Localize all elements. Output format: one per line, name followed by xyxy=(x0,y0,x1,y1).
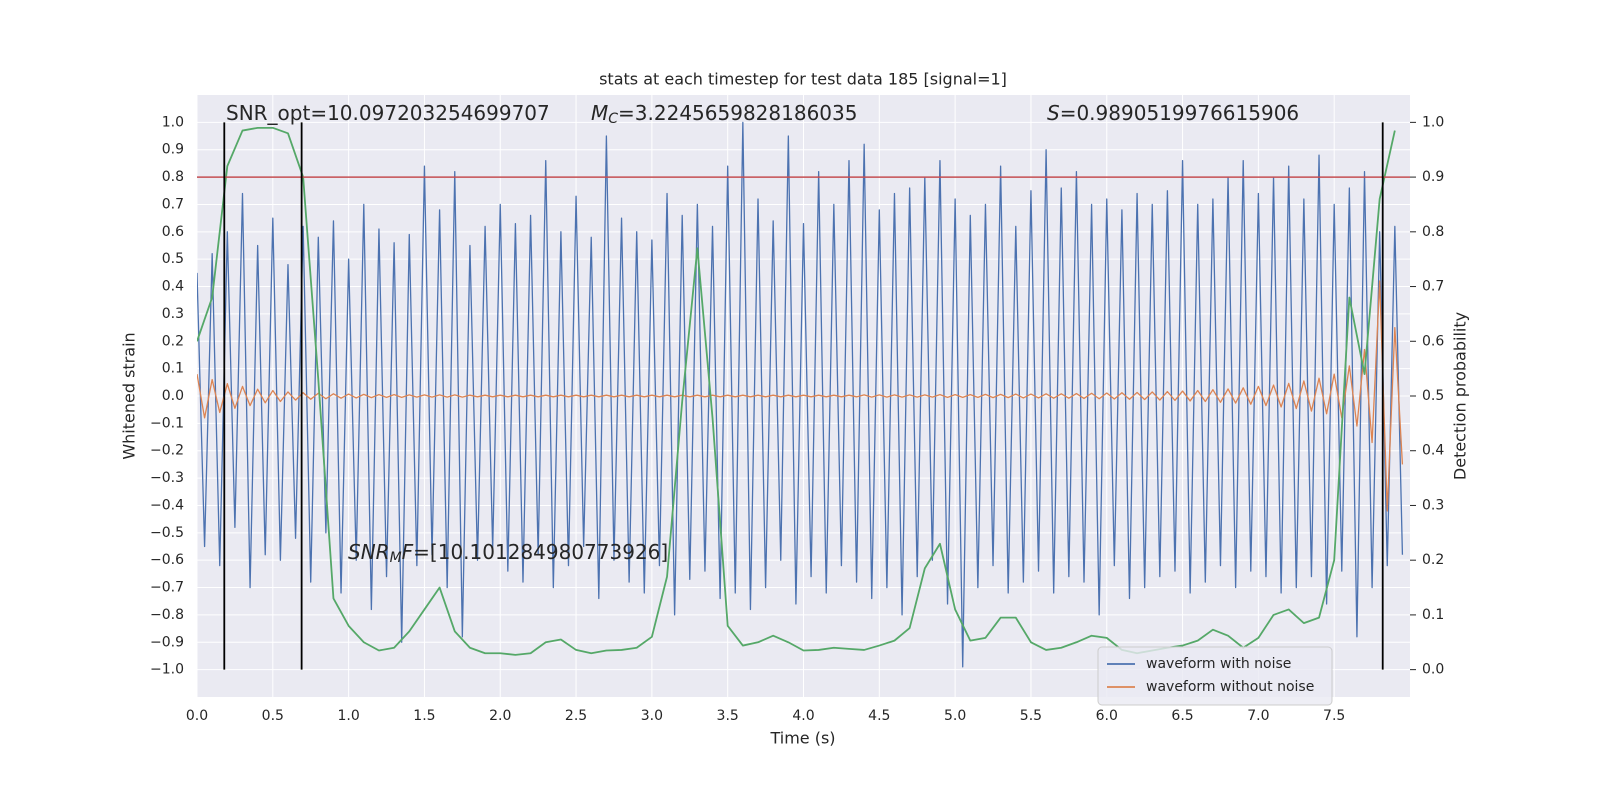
y2-tick-label: 0.8 xyxy=(1422,224,1444,240)
legend-label: waveform with noise xyxy=(1146,656,1291,672)
annotation-text: =[10.101284980773926] xyxy=(413,540,668,564)
series-line xyxy=(197,121,1404,668)
y2-tick-label: 0.1 xyxy=(1422,607,1444,623)
x-tick-label: 2.5 xyxy=(565,708,587,724)
annotation-symbol: M xyxy=(591,101,608,125)
y2-tick-label: 0.3 xyxy=(1422,497,1444,513)
x-axis-label: Time (s) xyxy=(769,729,835,748)
y2-tick-label: 1.0 xyxy=(1422,114,1444,130)
y-tick-label: 0.5 xyxy=(162,251,184,267)
annotation: S=0.9890519976615906 xyxy=(1047,101,1299,125)
annotation: MC=3.2245659828186035 xyxy=(591,101,857,128)
x-tick-label: 5.5 xyxy=(1020,708,1042,724)
y-tick-label: 0.1 xyxy=(162,361,184,377)
y-tick-label: −0.3 xyxy=(150,470,184,486)
x-tick-label: 4.5 xyxy=(868,708,890,724)
legend-label: waveform without noise xyxy=(1146,679,1314,695)
y-tick-label: 0.2 xyxy=(162,333,184,349)
chart-title: stats at each timestep for test data 185… xyxy=(599,70,1007,89)
y-tick-label: 0.0 xyxy=(162,388,184,404)
annotation: SNR_opt=10.097203254699707 xyxy=(226,101,550,125)
y-axis-label: Whitened strain xyxy=(120,332,139,459)
y2-tick-label: 0.0 xyxy=(1422,662,1444,678)
legend-box xyxy=(1097,646,1333,706)
annotation: SNRMF=[10.101284980773926] xyxy=(348,540,668,567)
y2-tick-label: 0.9 xyxy=(1422,169,1444,185)
y-tick-label: −0.4 xyxy=(150,497,184,513)
y-tick-label: −0.9 xyxy=(150,634,184,650)
y-tick-label: 0.8 xyxy=(162,169,184,185)
y-tick-label: −0.2 xyxy=(150,443,184,459)
x-tick-label: 5.0 xyxy=(944,708,966,724)
y-tick-label: 0.6 xyxy=(162,224,184,240)
annotation-text: =0.9890519976615906 xyxy=(1060,101,1299,125)
x-tick-label: 6.5 xyxy=(1171,708,1193,724)
y-tick-label: 0.9 xyxy=(162,142,184,158)
y-tick-label: −0.8 xyxy=(150,607,184,623)
series-line xyxy=(197,126,1396,656)
series-line xyxy=(197,280,1404,512)
y2-axis-label: Detection probability xyxy=(1451,312,1470,480)
annotation-subscript: M xyxy=(390,550,402,566)
x-tick-label: 0.5 xyxy=(262,708,284,724)
y2-tick-label: 0.7 xyxy=(1422,279,1444,295)
y-tick-label: −0.1 xyxy=(150,415,184,431)
x-tick-label: 1.5 xyxy=(413,708,435,724)
y-tick-label: 1.0 xyxy=(162,114,184,130)
y-tick-label: −0.7 xyxy=(150,580,184,596)
y-tick-label: 0.3 xyxy=(162,306,184,322)
y-tick-label: 0.4 xyxy=(162,279,184,295)
y-tick-label: 0.7 xyxy=(162,196,184,212)
y-tick-label: −0.5 xyxy=(150,525,184,541)
x-tick-label: 7.0 xyxy=(1247,708,1269,724)
y-tick-label: −1.0 xyxy=(150,662,184,678)
y2-tick-label: 0.4 xyxy=(1422,443,1444,459)
annotation-text: =3.2245659828186035 xyxy=(618,101,857,125)
annotation-subscript: C xyxy=(608,111,618,127)
x-tick-label: 1.0 xyxy=(337,708,359,724)
annotation-text: SNR_opt=10.097203254699707 xyxy=(226,101,550,125)
x-tick-label: 4.0 xyxy=(792,708,814,724)
x-tick-label: 7.5 xyxy=(1323,708,1345,724)
y2-tick-label: 0.5 xyxy=(1422,388,1444,404)
x-tick-label: 2.0 xyxy=(489,708,511,724)
x-tick-label: 3.5 xyxy=(717,708,739,724)
y2-tick-label: 0.6 xyxy=(1422,333,1444,349)
x-tick-label: 6.0 xyxy=(1096,708,1118,724)
y2-tick-label: 0.2 xyxy=(1422,552,1444,568)
annotation-symbol: S xyxy=(1047,101,1060,125)
y-tick-label: −0.6 xyxy=(150,552,184,568)
x-tick-label: 0.0 xyxy=(186,708,208,724)
x-tick-label: 3.0 xyxy=(641,708,663,724)
annotation-suffix: F xyxy=(402,540,414,564)
annotation-symbol: SNR xyxy=(348,540,390,564)
